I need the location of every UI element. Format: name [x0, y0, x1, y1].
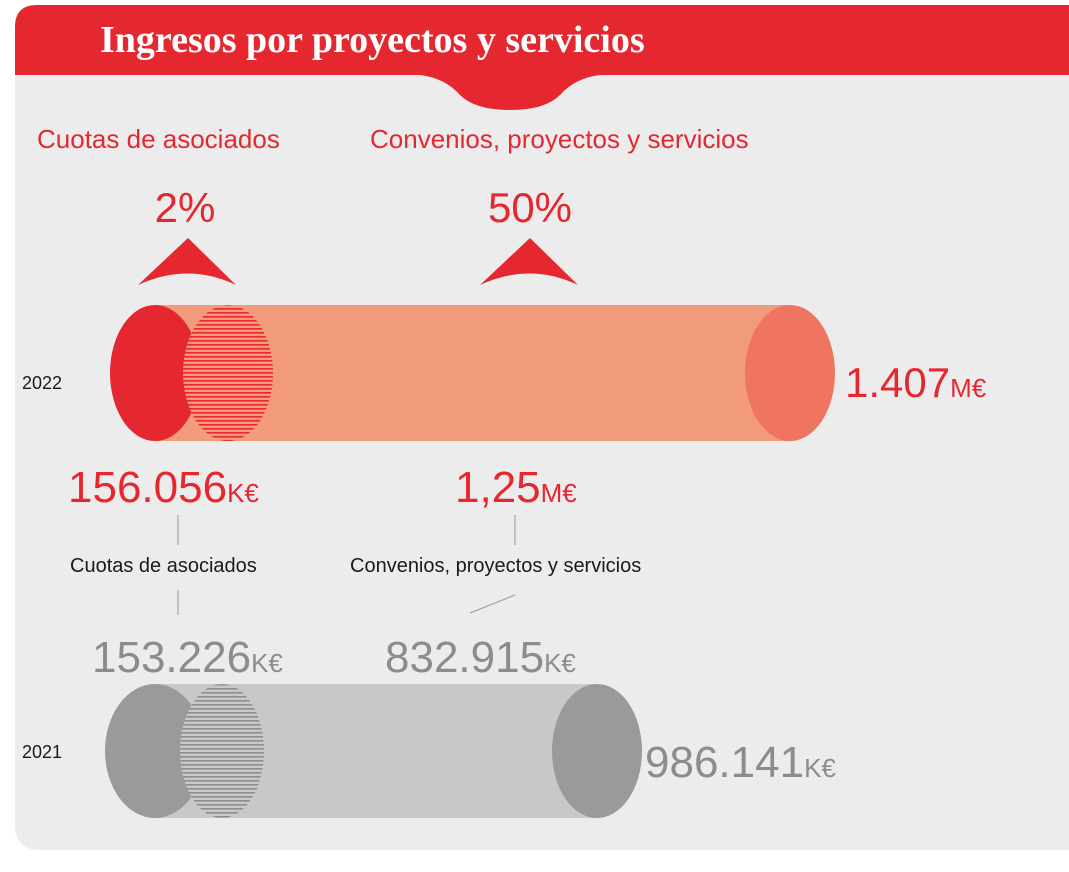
connector: [469, 594, 516, 614]
unit: K€: [544, 648, 576, 678]
total: 1.407M€: [845, 359, 987, 406]
cylinder-segment: [183, 305, 273, 441]
part-amount: 153.226K€: [92, 633, 283, 682]
cylinder-end: [745, 305, 835, 441]
cylinder-segment: [180, 684, 264, 818]
amount: 153.226: [92, 633, 251, 682]
unit: M€: [541, 478, 578, 508]
up-arrow: [138, 238, 236, 285]
category-label: Cuotas de asociados: [37, 124, 280, 154]
legend-label: Convenios, proyectos y servicios: [350, 555, 641, 577]
total-value: 1.407: [845, 359, 950, 406]
category-label: Convenios, proyectos y servicios: [370, 124, 749, 154]
unit: K€: [251, 648, 283, 678]
cylinder-end: [110, 305, 200, 441]
cylinder-end: [552, 684, 642, 818]
amount: 156.056: [68, 463, 227, 512]
year-label: 2022: [22, 373, 62, 393]
title: Ingresos por proyectos y servicios: [100, 19, 645, 61]
amount: 1,25: [455, 463, 541, 512]
cylinder-end: [105, 684, 205, 818]
amount: 832.915: [385, 633, 544, 682]
header-bar: [15, 5, 1069, 110]
year-label: 2021: [22, 742, 62, 762]
total-unit: M€: [950, 373, 987, 403]
unit: K€: [227, 478, 259, 508]
growth-label: 50%: [488, 184, 572, 231]
part-amount: 1,25M€: [455, 463, 577, 512]
up-arrow: [480, 238, 578, 285]
legend-label: Cuotas de asociados: [70, 555, 257, 577]
cylinder-2022: [110, 305, 835, 441]
cylinder-2021: [105, 684, 642, 818]
part-amount: 156.056K€: [68, 463, 259, 512]
total-unit: K€: [804, 753, 836, 783]
total-value: 986.141: [645, 738, 804, 787]
total: 986.141K€: [645, 738, 836, 787]
growth-label: 2%: [155, 184, 216, 231]
part-amount: 832.915K€: [385, 633, 576, 682]
